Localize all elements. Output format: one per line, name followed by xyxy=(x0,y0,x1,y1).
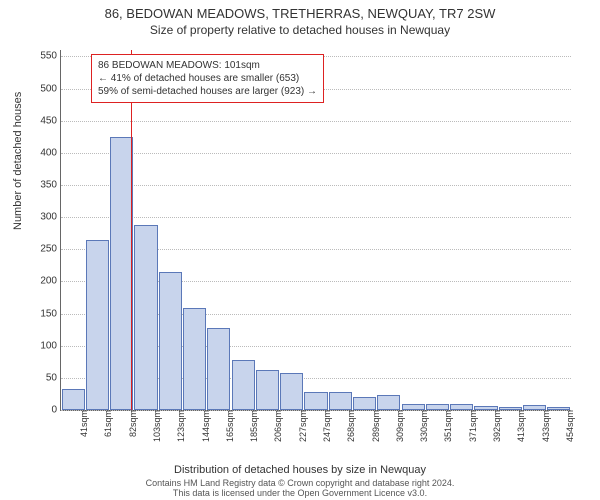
y-tick-label: 450 xyxy=(40,115,61,126)
x-tick-label: 309sqm xyxy=(393,410,405,442)
x-tick-label: 371sqm xyxy=(466,410,478,442)
y-tick-label: 100 xyxy=(40,340,61,351)
x-tick-label: 247sqm xyxy=(320,410,332,442)
reference-line xyxy=(131,50,132,410)
x-tick-label: 289sqm xyxy=(369,410,381,442)
histogram-bar xyxy=(207,328,230,410)
x-tick-label: 413sqm xyxy=(514,410,526,442)
reference-callout: 86 BEDOWAN MEADOWS: 101sqm← 41% of detac… xyxy=(91,54,324,103)
y-tick-label: 500 xyxy=(40,83,61,94)
x-tick-label: 144sqm xyxy=(199,410,211,442)
histogram-bar xyxy=(110,137,133,410)
gridline xyxy=(61,217,571,218)
histogram-bar xyxy=(353,397,376,410)
y-tick-label: 300 xyxy=(40,212,61,223)
chart-container: 86, BEDOWAN MEADOWS, TRETHERRAS, NEWQUAY… xyxy=(0,0,600,500)
histogram-bar xyxy=(62,389,85,410)
y-tick-label: 0 xyxy=(51,405,61,416)
x-tick-label: 330sqm xyxy=(417,410,429,442)
histogram-bar xyxy=(232,360,255,410)
x-tick-label: 165sqm xyxy=(223,410,235,442)
x-tick-label: 351sqm xyxy=(441,410,453,442)
gridline xyxy=(61,153,571,154)
gridline xyxy=(61,185,571,186)
y-tick-label: 50 xyxy=(46,372,61,383)
x-tick-label: 227sqm xyxy=(296,410,308,442)
plot-area: 05010015020025030035040045050055041sqm61… xyxy=(60,50,571,411)
x-tick-label: 454sqm xyxy=(563,410,575,442)
x-tick-label: 123sqm xyxy=(174,410,186,442)
x-tick-label: 433sqm xyxy=(539,410,551,442)
histogram-bar xyxy=(86,240,109,410)
y-tick-label: 200 xyxy=(40,276,61,287)
histogram-bar xyxy=(159,272,182,410)
histogram-bar xyxy=(329,392,352,410)
y-tick-label: 400 xyxy=(40,147,61,158)
x-tick-label: 185sqm xyxy=(247,410,259,442)
attribution-text: Contains HM Land Registry data © Crown c… xyxy=(0,478,600,498)
histogram-bar xyxy=(377,395,400,410)
histogram-bar xyxy=(256,370,279,411)
x-tick-label: 41sqm xyxy=(77,410,89,437)
x-axis-label: Distribution of detached houses by size … xyxy=(0,464,600,476)
x-tick-label: 392sqm xyxy=(490,410,502,442)
histogram-bar xyxy=(280,373,303,410)
x-tick-label: 268sqm xyxy=(344,410,356,442)
histogram-bar xyxy=(304,392,327,410)
x-tick-label: 82sqm xyxy=(126,410,138,437)
x-tick-label: 61sqm xyxy=(101,410,113,437)
gridline xyxy=(61,121,571,122)
y-tick-label: 250 xyxy=(40,244,61,255)
y-tick-label: 550 xyxy=(40,51,61,62)
histogram-bar xyxy=(134,225,157,410)
x-tick-label: 206sqm xyxy=(271,410,283,442)
chart-subtitle: Size of property relative to detached ho… xyxy=(0,21,600,37)
histogram-bar xyxy=(183,308,206,410)
y-axis-label: Number of detached houses xyxy=(12,92,24,230)
chart-title: 86, BEDOWAN MEADOWS, TRETHERRAS, NEWQUAY… xyxy=(0,0,600,21)
y-tick-label: 350 xyxy=(40,180,61,191)
x-tick-label: 103sqm xyxy=(150,410,162,442)
y-tick-label: 150 xyxy=(40,308,61,319)
